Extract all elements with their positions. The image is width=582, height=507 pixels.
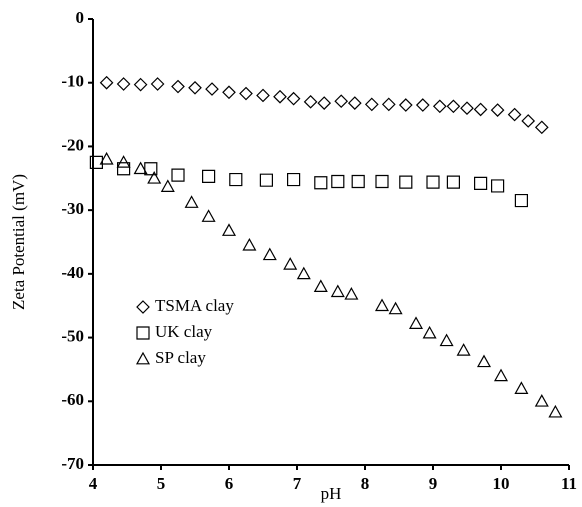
point bbox=[239, 86, 253, 101]
x-tick-label: 11 bbox=[561, 474, 577, 493]
point bbox=[344, 287, 359, 300]
point bbox=[446, 175, 460, 189]
point bbox=[381, 97, 396, 112]
x-tick-label: 8 bbox=[361, 474, 370, 493]
point bbox=[150, 77, 165, 91]
point bbox=[116, 162, 131, 176]
point bbox=[171, 79, 185, 94]
point bbox=[222, 85, 236, 100]
x-axis-label: pH bbox=[321, 484, 342, 503]
point bbox=[99, 151, 114, 165]
point bbox=[303, 94, 318, 109]
point bbox=[514, 381, 529, 394]
legend-marker bbox=[136, 300, 150, 314]
point bbox=[534, 394, 549, 407]
point bbox=[286, 91, 301, 106]
point bbox=[229, 172, 243, 187]
point bbox=[374, 298, 390, 312]
point bbox=[256, 88, 270, 103]
point bbox=[415, 98, 430, 112]
y-tick-label: -50 bbox=[61, 326, 84, 345]
point bbox=[330, 284, 345, 298]
point bbox=[116, 77, 131, 91]
point bbox=[491, 179, 505, 193]
point bbox=[398, 98, 413, 112]
point bbox=[534, 120, 549, 135]
x-tick-label: 7 bbox=[293, 474, 302, 493]
y-tick-label: -60 bbox=[61, 390, 84, 409]
point bbox=[89, 155, 104, 169]
point bbox=[116, 155, 131, 168]
point bbox=[347, 96, 362, 110]
point bbox=[426, 175, 440, 189]
point bbox=[473, 102, 488, 117]
point bbox=[422, 325, 437, 339]
point bbox=[296, 266, 311, 280]
legend-marker bbox=[136, 326, 150, 340]
point bbox=[221, 223, 237, 236]
y-axis-label: Zeta Potential (mV) bbox=[9, 174, 28, 310]
legend-marker bbox=[135, 351, 151, 365]
point bbox=[287, 172, 301, 187]
legend-label: TSMA clay bbox=[155, 296, 234, 315]
point bbox=[262, 247, 277, 261]
x-tick-label: 4 bbox=[89, 474, 98, 493]
point bbox=[283, 257, 298, 270]
point bbox=[388, 301, 403, 315]
point bbox=[314, 176, 328, 190]
point bbox=[548, 404, 563, 418]
point bbox=[99, 75, 114, 90]
point bbox=[331, 174, 345, 189]
point bbox=[493, 368, 509, 382]
point bbox=[313, 279, 328, 292]
point bbox=[160, 179, 175, 192]
point bbox=[375, 174, 389, 189]
point bbox=[133, 77, 148, 92]
point bbox=[201, 209, 216, 222]
y-tick-label: 0 bbox=[76, 8, 85, 27]
point bbox=[147, 171, 162, 184]
point bbox=[456, 343, 471, 356]
point bbox=[184, 195, 199, 208]
point bbox=[317, 96, 332, 110]
point bbox=[432, 99, 447, 114]
point bbox=[507, 107, 522, 122]
point bbox=[439, 333, 454, 347]
point bbox=[205, 82, 219, 96]
point bbox=[133, 161, 148, 175]
point bbox=[334, 94, 349, 109]
point bbox=[521, 114, 536, 128]
x-tick-label: 6 bbox=[225, 474, 234, 493]
point bbox=[474, 176, 488, 190]
point bbox=[273, 89, 287, 104]
x-tick-label: 5 bbox=[157, 474, 166, 493]
y-tick-label: -70 bbox=[61, 454, 84, 473]
point bbox=[188, 80, 202, 95]
legend-label: UK clay bbox=[155, 322, 213, 341]
point bbox=[446, 99, 461, 114]
point bbox=[351, 174, 365, 189]
x-tick-label: 9 bbox=[429, 474, 438, 493]
point bbox=[202, 169, 216, 183]
point bbox=[460, 101, 474, 116]
legend-label: SP clay bbox=[155, 348, 206, 367]
point bbox=[514, 193, 529, 208]
x-tick-label: 10 bbox=[493, 474, 510, 493]
point bbox=[171, 168, 185, 182]
y-tick-label: -10 bbox=[61, 72, 84, 91]
point bbox=[259, 173, 273, 187]
y-tick-label: -40 bbox=[61, 263, 84, 282]
point bbox=[242, 237, 257, 251]
point bbox=[408, 316, 424, 329]
point bbox=[399, 175, 413, 189]
point bbox=[490, 103, 505, 117]
y-tick-label: -30 bbox=[61, 199, 84, 218]
y-tick-label: -20 bbox=[61, 135, 84, 154]
point bbox=[476, 354, 492, 368]
point bbox=[364, 97, 379, 112]
